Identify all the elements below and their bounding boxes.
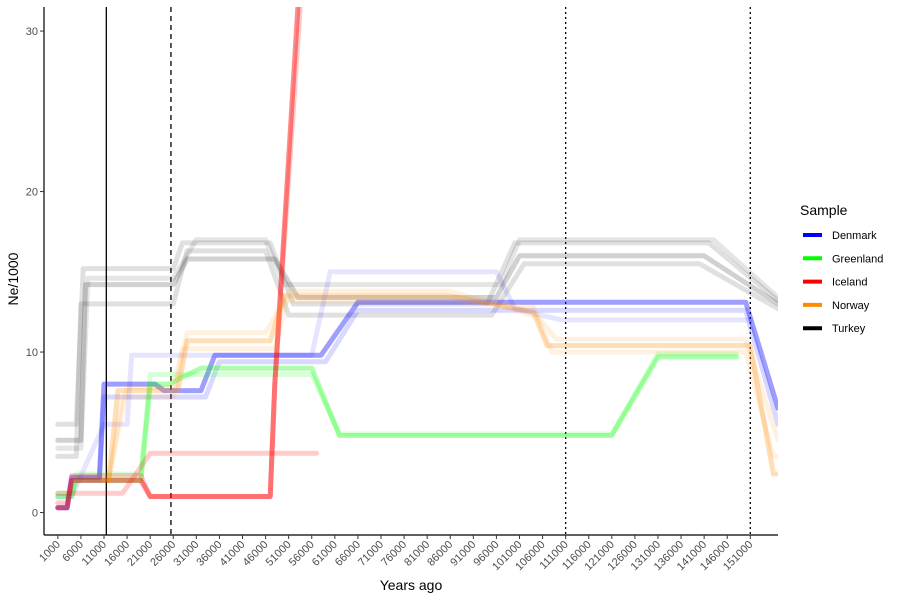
x-tick-label: 56000 [287,539,317,569]
series-line-norway-14 [106,288,778,483]
series-lines [55,7,778,511]
legend-label-norway: Norway [832,300,870,312]
x-tick-label: 76000 [379,539,409,569]
y-axis-ticks: 0 10 20 30 [26,26,44,520]
series-line-turkey-1 [55,240,778,427]
series-line-iceland-11 [55,450,319,496]
x-axis-ticks: 1000600011000160002100026000310003600041… [37,535,755,573]
legend-label-greenland: Greenland [832,253,883,265]
y-tick-label: 0 [32,508,38,520]
x-tick-label: 46000 [241,539,271,569]
series-line-denmark-5 [55,307,778,511]
series-line-iceland-9 [55,7,301,511]
x-tick-label: 51000 [264,539,294,569]
reference-lines [105,7,751,535]
series-line-norway-12 [106,293,778,483]
y-tick-label: 30 [26,26,38,38]
series-line-turkey-0 [55,253,778,443]
series-line-greenland-7 [55,354,739,499]
legend: Sample Denmark Greenland Iceland Norway Turk… [800,202,883,335]
x-tick-label: 91000 [448,539,478,569]
series-line-turkey-2 [55,248,778,459]
legend-label-turkey: Turkey [832,323,866,335]
x-tick-label: 31000 [171,539,201,569]
x-tick-label: 66000 [333,539,363,569]
y-tick-label: 10 [26,347,38,359]
legend-title: Sample [800,202,848,218]
legend-label-denmark: Denmark [832,230,877,242]
legend-items: Denmark Greenland Iceland Norway Turkey [803,230,883,335]
x-tick-label: 71000 [356,539,386,569]
x-tick-label: 36000 [194,539,224,569]
x-tick-label: 21000 [125,539,155,569]
x-tick-label: 61000 [310,539,340,569]
x-tick-label: 41000 [218,539,248,569]
series-line-iceland-10 [55,7,303,506]
x-tick-label: 86000 [425,539,455,569]
series-line-turkey-3 [55,237,778,451]
x-tick-label: 26000 [148,539,178,569]
x-axis-title: Years ago [380,577,443,593]
y-axis-title: Ne/1000 [5,252,21,305]
y-tick-label: 20 [26,187,38,199]
x-tick-label: 1000 [37,539,63,565]
series-line-denmark-4 [55,299,778,511]
legend-label-iceland: Iceland [832,277,867,289]
x-tick-label: 81000 [402,539,432,569]
series-line-norway-13 [106,298,778,483]
series-line-greenland-8 [55,351,739,496]
x-tick-label: 16000 [102,539,132,569]
series-line-denmark-6 [55,269,753,499]
